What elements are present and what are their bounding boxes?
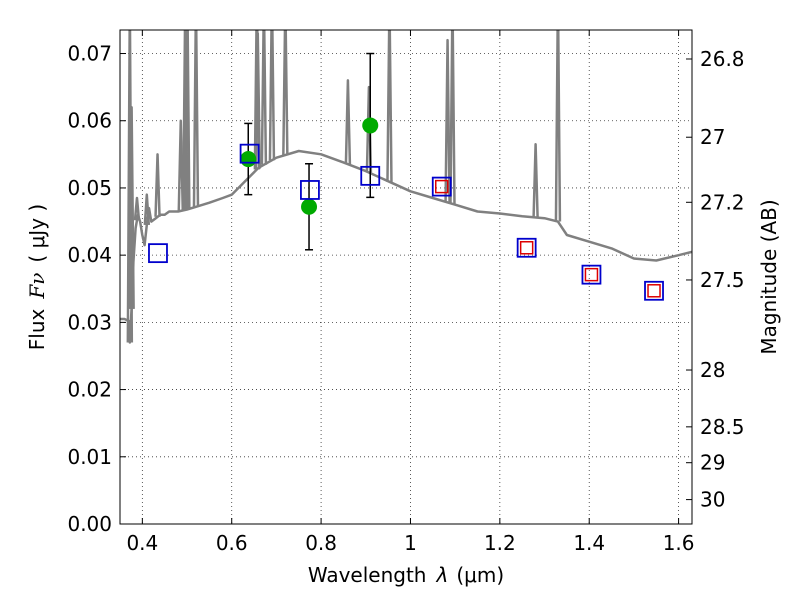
x-tick-label: 0.6 (216, 531, 248, 555)
model-photometry-square (431, 176, 452, 197)
x-tick-label: 0.8 (305, 531, 337, 555)
y-tick-label: 0.07 (67, 42, 112, 66)
model-photometry-square (581, 264, 602, 285)
y-axis-label: FluxFν( μJy ) (25, 204, 49, 350)
ir-photometry-square (647, 284, 661, 298)
emission-line-spike (268, 30, 276, 161)
ir-photometry-square (435, 179, 449, 194)
mag-tick-label: 27.5 (700, 268, 745, 292)
mag-tick-label: 28.5 (700, 415, 745, 439)
x-axis-label: Wavelength λ (μm) (308, 563, 504, 587)
emission-line-spike (154, 153, 161, 217)
plot-area (120, 30, 692, 344)
observed-point (362, 117, 379, 134)
model-photometry-square (239, 143, 260, 164)
emission-line-spike (444, 38, 451, 203)
emission-line-spike (344, 79, 352, 165)
y-tick-label: 0.02 (67, 378, 112, 402)
x-tick-label: 1.2 (484, 531, 516, 555)
ir-photometry-square (584, 267, 599, 282)
model-photometry-square (148, 243, 168, 264)
y-tick-label: 0.06 (67, 109, 112, 133)
grid-lines (120, 30, 692, 524)
axis-ticks: 0.4 0.6 0.8 1 1.2 1.4 1.6 0.00 0.01 0.02 0.03 0.04 0… (67, 30, 745, 555)
y-tick-label: 0.04 (67, 243, 112, 267)
mag-tick-label: 30 (700, 488, 725, 512)
emission-line-spike (192, 30, 200, 207)
y-tick-label: 0.01 (67, 445, 112, 469)
emission-line-spike (554, 30, 562, 222)
mag-tick-label: 27 (700, 125, 725, 149)
emission-line-spike (184, 30, 191, 210)
observed-point (240, 151, 257, 168)
emission-line-spike (260, 30, 268, 165)
right-axis-label: Magnitude (AB) (757, 199, 781, 354)
emission-line-spike (386, 30, 393, 182)
model-photometry-square (516, 237, 537, 258)
x-tick-label: 1.4 (573, 531, 605, 555)
model-photometry-square (644, 280, 664, 301)
emission-line-spike (133, 196, 141, 221)
observed-point (301, 198, 318, 215)
mag-tick-label: 28 (700, 358, 725, 382)
x-tick-label: 1.6 (663, 531, 695, 555)
model-photometry-square (300, 180, 320, 200)
x-tick-label: 1 (404, 531, 417, 555)
mag-tick-label: 29 (700, 451, 725, 475)
ir-photometry-square (519, 241, 534, 255)
emission-line-spike (254, 32, 262, 169)
x-tick-label: 0.4 (126, 531, 158, 555)
emission-line-spike (177, 119, 185, 211)
y-tick-label: 0.00 (67, 512, 112, 536)
plot-frame (119, 29, 693, 525)
mag-tick-label: 26.8 (700, 47, 745, 71)
emission-line-spike (128, 106, 135, 309)
emission-line-spike (532, 143, 539, 218)
emission-line-spike (449, 30, 456, 204)
model-sed-curve (120, 149, 692, 344)
y-tick-label: 0.05 (67, 176, 112, 200)
y-tick-label: 0.03 (67, 310, 112, 334)
emission-line-spike (143, 193, 151, 225)
emission-line-spike (282, 30, 289, 156)
mag-tick-label: 27.2 (700, 190, 745, 214)
model-photometry-square (360, 165, 381, 186)
